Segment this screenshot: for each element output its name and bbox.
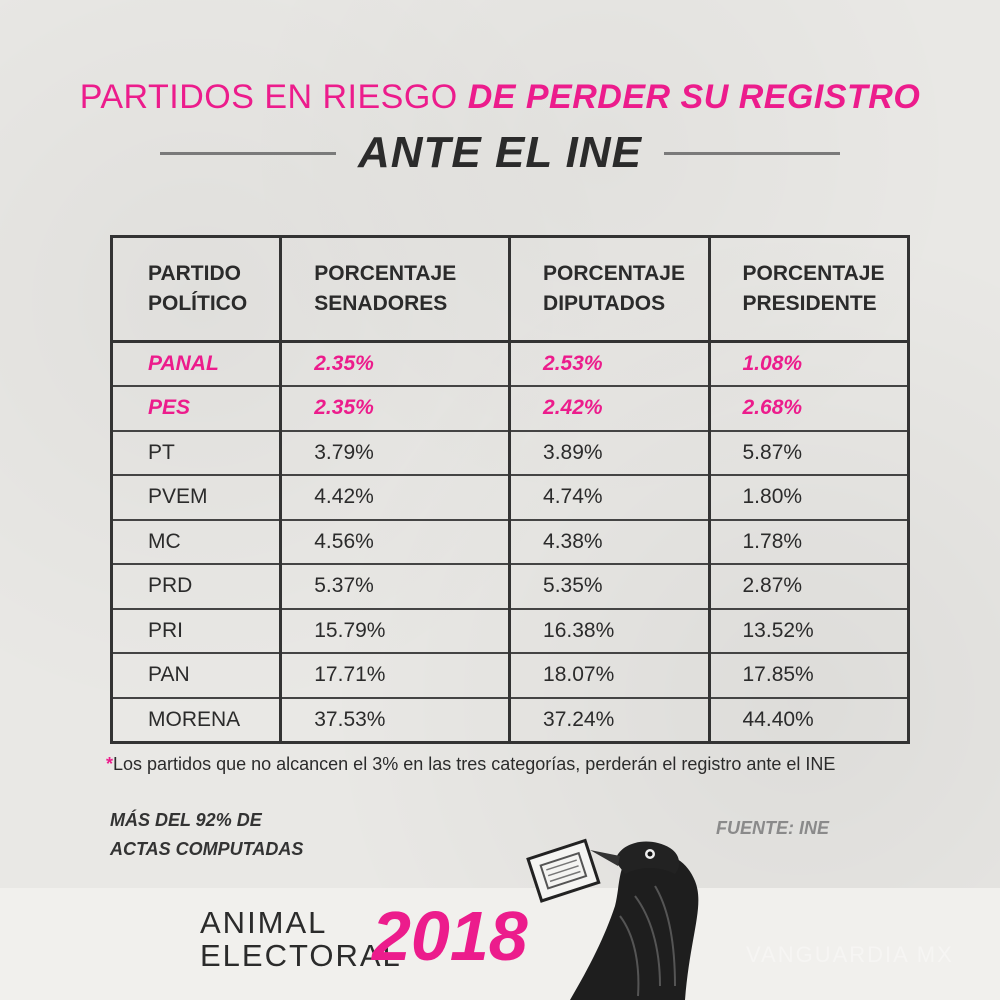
presidente-cell: 2.87%	[742, 574, 803, 598]
footer-band	[0, 888, 1000, 1000]
right-divider	[664, 151, 841, 155]
subtitle-row: ANTE EL INE	[160, 126, 841, 180]
diputados-cell: 4.74%	[509, 475, 711, 520]
header-diputados-label: PORCENTAJE DIPUTADOS	[543, 262, 685, 315]
diputados-cell: 18.07%	[509, 653, 711, 698]
title-part2: DE PERDER SU REGISTRO	[467, 78, 921, 116]
party-cell: PAN	[111, 653, 283, 698]
presidente-cell: 1.08%	[742, 352, 803, 375]
crow-illustration	[526, 838, 699, 1000]
header-presidente: PORCENTAJE PRESIDENTE	[709, 236, 909, 343]
table-header-row: PARTIDO POLÍTICO PORCENTAJE SENADORES PORC…	[111, 236, 909, 343]
brand-line2: ELECTORAL	[200, 938, 402, 973]
diputados-cell: 37.24%	[509, 697, 711, 742]
table-row: PRI 15.79% 16.38% 13.52%	[111, 608, 909, 653]
presidente-cell: 5.87%	[742, 440, 803, 464]
party-cell: PRD	[111, 564, 283, 609]
senadores-cell: 5.37%	[280, 564, 512, 609]
footnote-star: *	[106, 754, 114, 774]
diputados-cell: 16.38%	[509, 608, 711, 653]
party-cell: PT	[111, 430, 283, 475]
table-row: MORENA 37.53% 37.24% 44.40%	[111, 697, 909, 742]
header-senadores-label: PORCENTAJE SENADORES	[314, 262, 457, 315]
header-presidente-label: PORCENTAJE PRESIDENTE	[742, 262, 885, 315]
actas-line2: ACTAS COMPUTADAS	[110, 839, 304, 859]
page-subtitle: ANTE EL INE	[358, 128, 643, 177]
table-row: MC 4.56% 4.38% 1.78%	[111, 519, 909, 564]
table-row: PES 2.35% 2.42% 2.68%	[111, 386, 909, 431]
senadores-cell: 2.35%	[280, 386, 512, 431]
presidente-cell: 1.78%	[742, 529, 803, 553]
brand-logo: ANIMAL ELECTORAL	[200, 906, 402, 972]
diputados-cell: 2.42%	[509, 386, 711, 431]
presidente-cell: 17.85%	[742, 663, 814, 687]
title-part1: PARTIDOS EN RIESGO	[79, 78, 468, 116]
party-cell: PANAL	[111, 341, 283, 386]
party-cell: PES	[111, 386, 283, 431]
table-row: PRD 5.37% 5.35% 2.87%	[111, 564, 909, 609]
party-cell: MC	[111, 519, 283, 564]
party-cell: MORENA	[111, 697, 283, 742]
footnote: *Los partidos que no alcancen el 3% en l…	[106, 754, 835, 775]
results-table: PARTIDO POLÍTICO PORCENTAJE SENADORES PORC…	[110, 235, 910, 744]
header-party-label: PARTIDO POLÍTICO	[148, 262, 248, 315]
footnote-text: Los partidos que no alcancen el 3% en la…	[113, 754, 836, 774]
senadores-cell: 4.56%	[280, 519, 512, 564]
page-title: PARTIDOS EN RIESGO DE PERDER SU REGISTRO	[0, 78, 1000, 117]
header-party: PARTIDO POLÍTICO	[111, 236, 283, 343]
diputados-cell: 2.53%	[509, 341, 711, 386]
table-row: PANAL 2.35% 2.53% 1.08%	[111, 341, 909, 386]
presidente-cell: 2.68%	[742, 396, 803, 420]
senadores-cell: 3.79%	[280, 430, 512, 475]
header-senadores: PORCENTAJE SENADORES	[280, 236, 512, 343]
diputados-cell: 3.89%	[509, 430, 711, 475]
senadores-cell: 17.71%	[280, 653, 512, 698]
senadores-cell: 4.42%	[280, 475, 512, 520]
senadores-cell: 37.53%	[280, 697, 512, 742]
table-row: PAN 17.71% 18.07% 17.85%	[111, 653, 909, 698]
watermark: VANGUARDIA MX	[746, 942, 954, 967]
senadores-cell: 2.35%	[280, 341, 512, 386]
senadores-cell: 15.79%	[280, 608, 512, 653]
actas-line1: MÁS DEL 92% DE	[110, 810, 262, 830]
party-cell: PVEM	[111, 475, 283, 520]
presidente-cell: 1.80%	[742, 485, 803, 509]
party-cell: PRI	[111, 608, 283, 653]
left-divider	[160, 151, 336, 155]
table-row: PVEM 4.42% 4.74% 1.80%	[111, 475, 909, 520]
source-label: FUENTE: INE	[716, 818, 830, 838]
table-body: PANAL 2.35% 2.53% 1.08% PES 2.35% 2.42% 2.68% PT…	[111, 341, 909, 742]
brand-line1: ANIMAL	[200, 905, 328, 940]
presidente-cell: 13.52%	[742, 618, 814, 642]
presidente-cell: 44.40%	[742, 707, 814, 731]
header-diputados: PORCENTAJE DIPUTADOS	[509, 236, 711, 343]
actas-note: MÁS DEL 92% DE ACTAS COMPUTADAS	[110, 806, 303, 864]
brand-year: 2018	[372, 897, 528, 975]
table-row: PT 3.79% 3.89% 5.87%	[111, 430, 909, 475]
diputados-cell: 4.38%	[509, 519, 711, 564]
diputados-cell: 5.35%	[509, 564, 711, 609]
